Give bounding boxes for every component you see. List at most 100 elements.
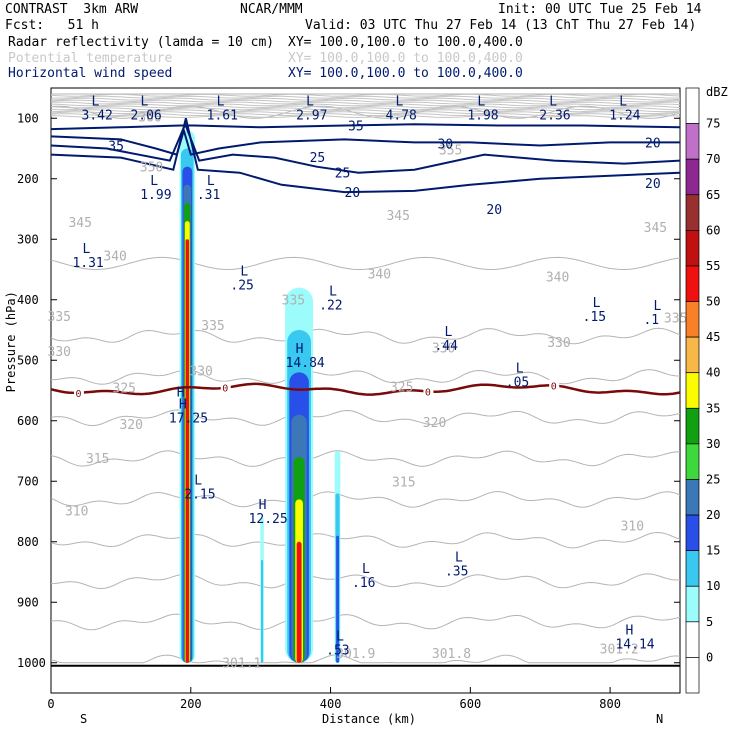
theta-contour (50, 101, 680, 105)
freezing-level-label: 0 (222, 384, 228, 395)
y-axis-title: Pressure (hPa) (4, 291, 18, 392)
colorbar-tick-label: 10 (706, 579, 720, 593)
hl-marker-letter: L (150, 174, 158, 189)
reflectivity-cell (185, 239, 190, 663)
wind-contour (50, 121, 681, 174)
colorbar-tick-label: 35 (706, 401, 720, 415)
x-tick-label: 400 (320, 697, 342, 711)
colorbar-tick-label: 50 (706, 295, 720, 309)
wind-contour (50, 123, 681, 131)
field-xy-reflectivity: XY= 100.0,100.0 to 100.0,400.0 (288, 35, 523, 50)
hl-marker-value: 2.06 (130, 109, 161, 124)
colorbar-tick-label: 65 (706, 188, 720, 202)
colorbar-tick-label: 70 (706, 152, 720, 166)
freezing-level-label: 0 (75, 389, 81, 400)
theta-label: 345 (68, 216, 91, 231)
theta-label: 325 (113, 381, 136, 396)
colorbar-swatch (685, 123, 700, 160)
theta-contour (50, 93, 681, 97)
model-title: CONTRAST 3km ARW (5, 2, 139, 17)
theta-contour (50, 103, 681, 107)
wind-speed-label: 30 (437, 138, 453, 153)
x-end-label-north: N (656, 712, 663, 726)
theta-contour (51, 369, 681, 385)
wind-speed-label: 20 (486, 203, 502, 218)
freezing-label-bg (220, 381, 231, 393)
hl-marker-value: 3.42 (82, 109, 113, 124)
hl-marker-letter: L (477, 95, 485, 110)
theta-label: 301.1 (222, 657, 261, 672)
freezing-level-label: 0 (551, 382, 557, 393)
hl-marker-letter: L (593, 296, 601, 311)
hl-marker-value: .05 (506, 375, 529, 390)
colorbar-swatch (685, 230, 700, 267)
colorbar-swatch (685, 443, 700, 480)
x-tick-label: 600 (460, 697, 482, 711)
hl-marker-value: .44 (434, 339, 458, 354)
hl-marker-value: .35 (445, 565, 468, 580)
theta-label: 340 (368, 268, 391, 283)
theta-label: 310 (65, 505, 88, 520)
hl-marker-letter: L (362, 562, 370, 577)
colorbar-swatch (685, 372, 700, 409)
theta-label: 340 (103, 249, 126, 264)
theta-contour (50, 409, 681, 427)
theta-contour (50, 113, 681, 117)
theta-label: 301.2 (600, 643, 639, 658)
colorbar-tick-label: 55 (706, 259, 720, 273)
colorbar-swatch (685, 585, 700, 623)
x-axis-title: Distance (km) (322, 712, 416, 726)
hl-marker-value: .25 (230, 279, 253, 294)
wind-speed-label: 25 (335, 167, 351, 182)
field-name-wind: Horizontal wind speed (8, 66, 173, 81)
theta-contour (50, 95, 681, 99)
colorbar-tick-label: 40 (706, 366, 720, 380)
theta-contour (50, 531, 681, 549)
hl-marker-letter: L (396, 95, 404, 110)
hl-marker-value: 2.97 (296, 109, 327, 124)
y-tick-label: 700 (17, 474, 39, 488)
init-time: Init: 00 UTC Tue 25 Feb 14 (498, 2, 702, 17)
theta-contour (50, 491, 681, 508)
hl-marker-value: 12.25 (249, 512, 288, 527)
theta-label: 301.8 (432, 647, 471, 662)
hl-marker-letter: L (549, 95, 557, 110)
hl-marker-value: 1.61 (207, 109, 238, 124)
colorbar-title: dBZ (706, 85, 728, 99)
hl-marker-value: 2.15 (184, 487, 215, 502)
wind-speed-label: 20 (645, 177, 661, 192)
colorbar-tick-label: 45 (706, 330, 720, 344)
hl-marker-letter: L (140, 95, 148, 110)
theta-label: 315 (392, 476, 415, 491)
hl-marker-value: 1.31 (72, 256, 103, 271)
theta-contour (50, 109, 681, 113)
hl-marker-letter: L (240, 265, 248, 280)
y-tick-label: 800 (17, 535, 39, 549)
colorbar-tick-label: 75 (706, 117, 720, 131)
colorbar-swatch (685, 301, 700, 338)
hl-marker-letter: L (217, 95, 225, 110)
hl-marker-value: .31 (197, 188, 220, 203)
field-name-reflectivity: Radar reflectivity (lamda = 10 cm) (8, 35, 275, 50)
theta-contour (50, 97, 681, 101)
reflectivity-cell (336, 535, 339, 663)
freezing-label-bg (73, 386, 84, 398)
hl-marker-letter: H (179, 398, 187, 413)
theta-label: 330 (48, 345, 71, 360)
theta-label: 315 (86, 452, 109, 467)
colorbar-tick-label: 30 (706, 437, 720, 451)
hl-marker-letter: L (194, 473, 202, 488)
hl-marker-letter: L (455, 551, 463, 566)
wind-speed-label: 20 (345, 186, 361, 201)
theta-label: 330 (189, 364, 212, 379)
wind-contour (50, 118, 681, 194)
freezing-label-bg (549, 379, 560, 391)
colorbar-swatch (685, 336, 700, 374)
hl-marker-letter: L (207, 174, 215, 189)
theta-label: 335 (201, 319, 224, 334)
hl-marker-letter: H (259, 498, 267, 513)
theta-contour (50, 105, 681, 109)
y-tick-label: 1000 (17, 656, 46, 670)
colorbar-swatch (685, 550, 700, 587)
theta-label: 335 (282, 294, 305, 309)
